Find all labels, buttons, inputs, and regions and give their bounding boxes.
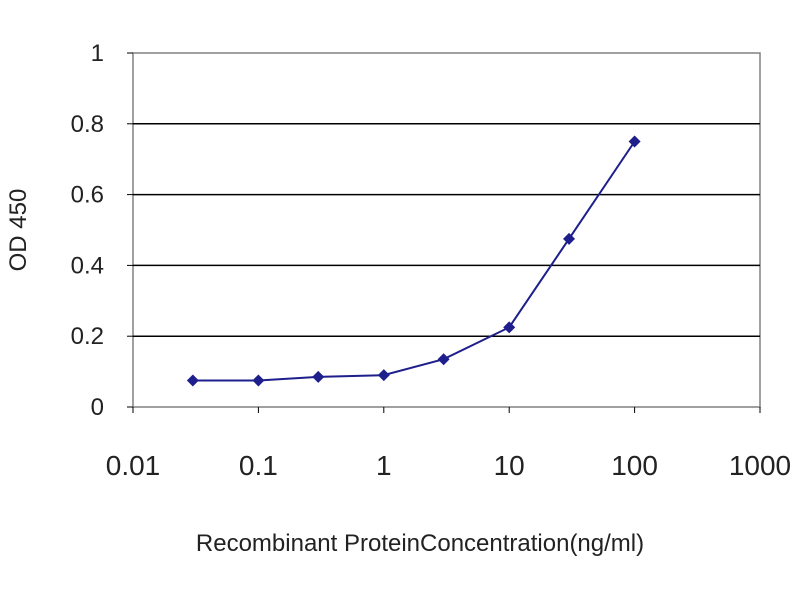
grid-lines (133, 123, 760, 337)
x-tick-label: 0.01 (106, 450, 161, 481)
x-tick-label: 1000 (729, 450, 791, 481)
data-point (437, 353, 450, 366)
data-point (252, 374, 265, 387)
x-tick-label: 1 (376, 450, 392, 481)
data-point (503, 321, 516, 334)
x-tick-label: 0.1 (239, 450, 278, 481)
data-point (377, 369, 390, 382)
y-tick-label: 0.8 (71, 111, 104, 138)
series-line (192, 140, 636, 382)
series-layer (186, 135, 641, 387)
y-axis-title: OD 450 (5, 189, 32, 272)
x-axis-title: Recombinant ProteinConcentration(ng/ml) (196, 530, 644, 557)
y-axis: 0 0.2 0.4 0.6 0.8 1 (71, 40, 133, 421)
y-tick-label: 0.2 (71, 323, 104, 350)
y-tick-label: 1 (91, 40, 104, 67)
x-tick-label: 10 (494, 450, 525, 481)
y-tick-label: 0.6 (71, 182, 104, 209)
plot-area (132, 52, 761, 408)
data-point (312, 370, 325, 383)
y-tick-label: 0 (91, 394, 104, 421)
data-point (563, 232, 576, 245)
data-point (186, 374, 199, 387)
data-point (628, 135, 641, 148)
y-tick-label: 0.4 (71, 252, 104, 279)
x-tick-label: 100 (611, 450, 658, 481)
x-axis: 0.01 0.1 1 10 100 1000 (106, 407, 791, 481)
